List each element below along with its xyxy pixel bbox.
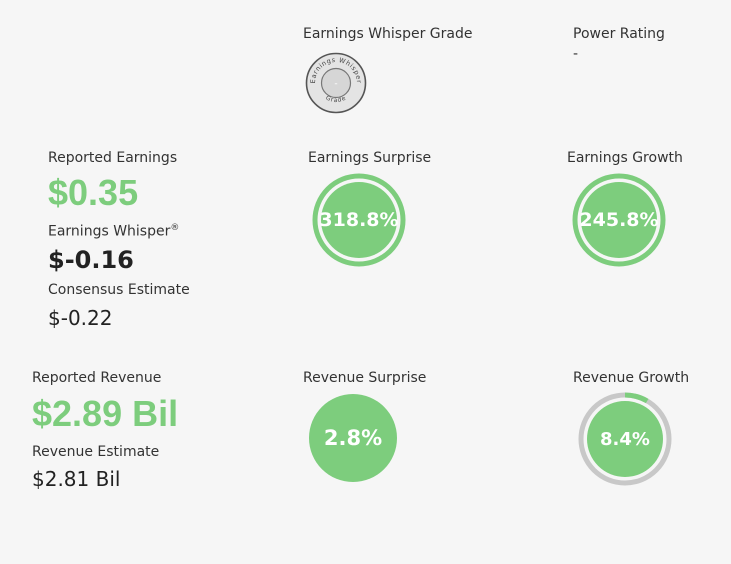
earnings-growth-ring <box>572 173 666 267</box>
badge-center-text: - <box>334 79 337 89</box>
earnings-whisper-grade-title: Earnings Whisper Grade <box>303 26 473 42</box>
grade-badge-icon: Earnings Whisper Grade - <box>305 52 367 114</box>
reported-earnings-label: Reported Earnings <box>48 150 178 166</box>
earnings-surprise-title: Earnings Surprise <box>308 150 432 166</box>
power-rating-value: - <box>573 46 579 62</box>
svg-text:Grade: Grade <box>324 94 347 104</box>
earnings-surprise-disc <box>321 182 397 258</box>
badge-bottom-text: Grade <box>324 94 346 104</box>
power-rating-title: Power Rating <box>573 26 665 42</box>
earnings-whisper-label: Earnings Whisper® <box>48 223 180 240</box>
revenue-surprise-value: 2.8% <box>323 426 383 450</box>
reported-earnings-value: $0.35 <box>48 172 139 213</box>
reported-revenue-value: $2.89 Bil <box>32 393 179 434</box>
revenue-growth-gauge: 8.4% <box>578 392 672 486</box>
earnings-surprise-value: 318.8% <box>319 209 399 231</box>
revenue-estimate-label: Revenue Estimate <box>32 444 160 460</box>
revenue-surprise-disc <box>309 394 397 482</box>
earnings-growth-value: 245.8% <box>579 209 659 231</box>
earnings-growth-disc <box>581 182 657 258</box>
earnings-surprise-gauge: 318.8% <box>312 173 406 267</box>
earnings-growth-gauge: 245.8% <box>572 173 666 267</box>
revenue-growth-title: Revenue Growth <box>573 370 690 386</box>
revenue-growth-disc <box>587 401 663 477</box>
revenue-surprise-gauge: 2.8% <box>309 394 397 482</box>
revenue-estimate-value: $2.81 Bil <box>32 467 121 491</box>
reported-revenue-label: Reported Revenue <box>32 370 162 386</box>
earnings-growth-title: Earnings Growth <box>567 150 683 166</box>
revenue-growth-value: 8.4% <box>600 428 650 450</box>
earnings-whisper-value: $-0.16 <box>48 246 134 274</box>
consensus-estimate-label: Consensus Estimate <box>48 282 190 298</box>
consensus-estimate-value: $-0.22 <box>48 306 113 330</box>
registered-mark: ® <box>170 223 180 233</box>
revenue-growth-progress-arc <box>624 392 649 404</box>
earnings-surprise-ring <box>312 173 406 267</box>
revenue-surprise-title: Revenue Surprise <box>303 370 427 386</box>
